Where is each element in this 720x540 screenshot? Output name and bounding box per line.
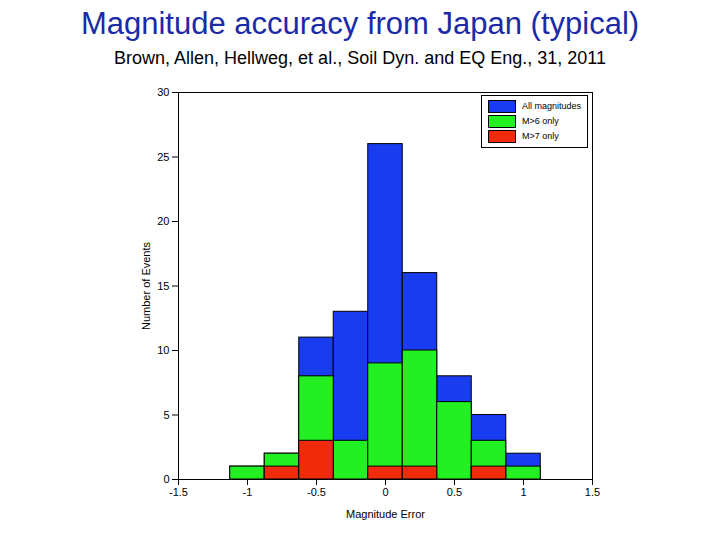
svg-text:Magnitude Error: Magnitude Error: [346, 508, 425, 520]
svg-text:25: 25: [157, 151, 169, 163]
svg-text:-0.5: -0.5: [307, 486, 326, 498]
svg-text:15: 15: [157, 280, 169, 292]
html-text:M>6 only: M>6 only: [522, 116, 559, 126]
svg-text:1: 1: [520, 486, 526, 498]
svg-text:10: 10: [157, 344, 169, 356]
svg-text:0: 0: [382, 486, 388, 498]
html-text:Brown, Allen, Hellweg, et al.,: Brown, Allen, Hellweg, et al., Soil Dyn.…: [114, 48, 606, 68]
svg-text:-1.5: -1.5: [169, 486, 188, 498]
html-text:All magnitudes: All magnitudes: [522, 101, 581, 111]
svg-text:0.5: 0.5: [447, 486, 462, 498]
svg-text:-1: -1: [243, 486, 253, 498]
svg-text:30: 30: [157, 86, 169, 98]
svg-text:5: 5: [163, 409, 169, 421]
html-text:Magnitude accuracy from Japan: Magnitude accuracy from Japan (typical): [80, 6, 640, 41]
svg-text:Number of Events: Number of Events: [140, 241, 152, 330]
svg-text:20: 20: [157, 215, 169, 227]
svg-text:1.5: 1.5: [585, 486, 600, 498]
html-text:M>7 only: M>7 only: [522, 131, 559, 141]
svg-text:0: 0: [163, 473, 169, 485]
